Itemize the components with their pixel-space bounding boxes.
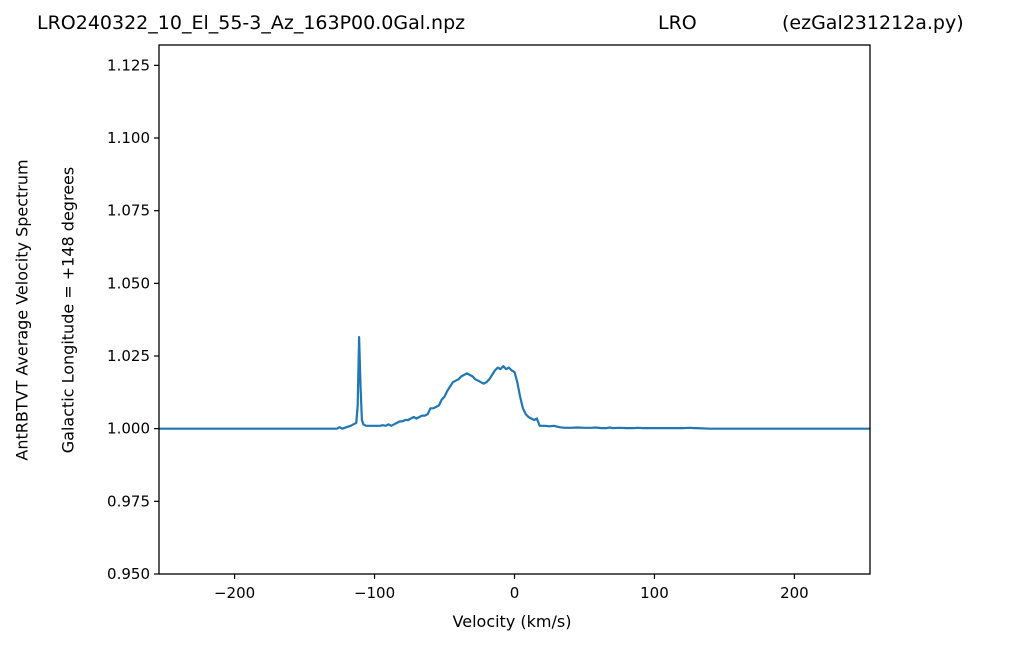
x-tick-label: −100 (354, 584, 395, 602)
y-tick-label: 1.025 (107, 347, 150, 365)
y-tick-label: 0.975 (107, 492, 150, 510)
chart-title: LRO240322_10_El_55-3_Az_163P00.0Gal.npz (37, 12, 466, 34)
x-tick-label: 0 (510, 584, 520, 602)
y-tick-label: 1.100 (107, 129, 150, 147)
y-axis-ticks: 0.950 0.975 1.000 1.025 1.050 1.075 1.100 1.125 (107, 56, 159, 583)
x-tick-label: 100 (640, 584, 669, 602)
x-axis-ticks: −200 −100 0 100 200 (214, 574, 809, 602)
y-tick-label: 0.950 (107, 565, 150, 583)
y-tick-label: 1.050 (107, 274, 150, 292)
script-name-label: (ezGal231212a.py) (782, 12, 964, 34)
y-tick-label: 1.075 (107, 202, 150, 220)
x-axis-label: Velocity (km/s) (452, 612, 572, 631)
y-tick-label: 1.125 (107, 56, 150, 74)
x-tick-label: 200 (780, 584, 809, 602)
spectrum-line (159, 336, 870, 430)
y-tick-label: 1.000 (107, 420, 150, 438)
plot-area (159, 336, 870, 430)
x-tick-label: −200 (214, 584, 255, 602)
observatory-label: LRO (658, 12, 697, 34)
axes-frame (158, 44, 871, 575)
